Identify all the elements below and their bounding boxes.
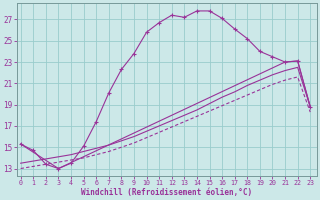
- X-axis label: Windchill (Refroidissement éolien,°C): Windchill (Refroidissement éolien,°C): [81, 188, 252, 197]
